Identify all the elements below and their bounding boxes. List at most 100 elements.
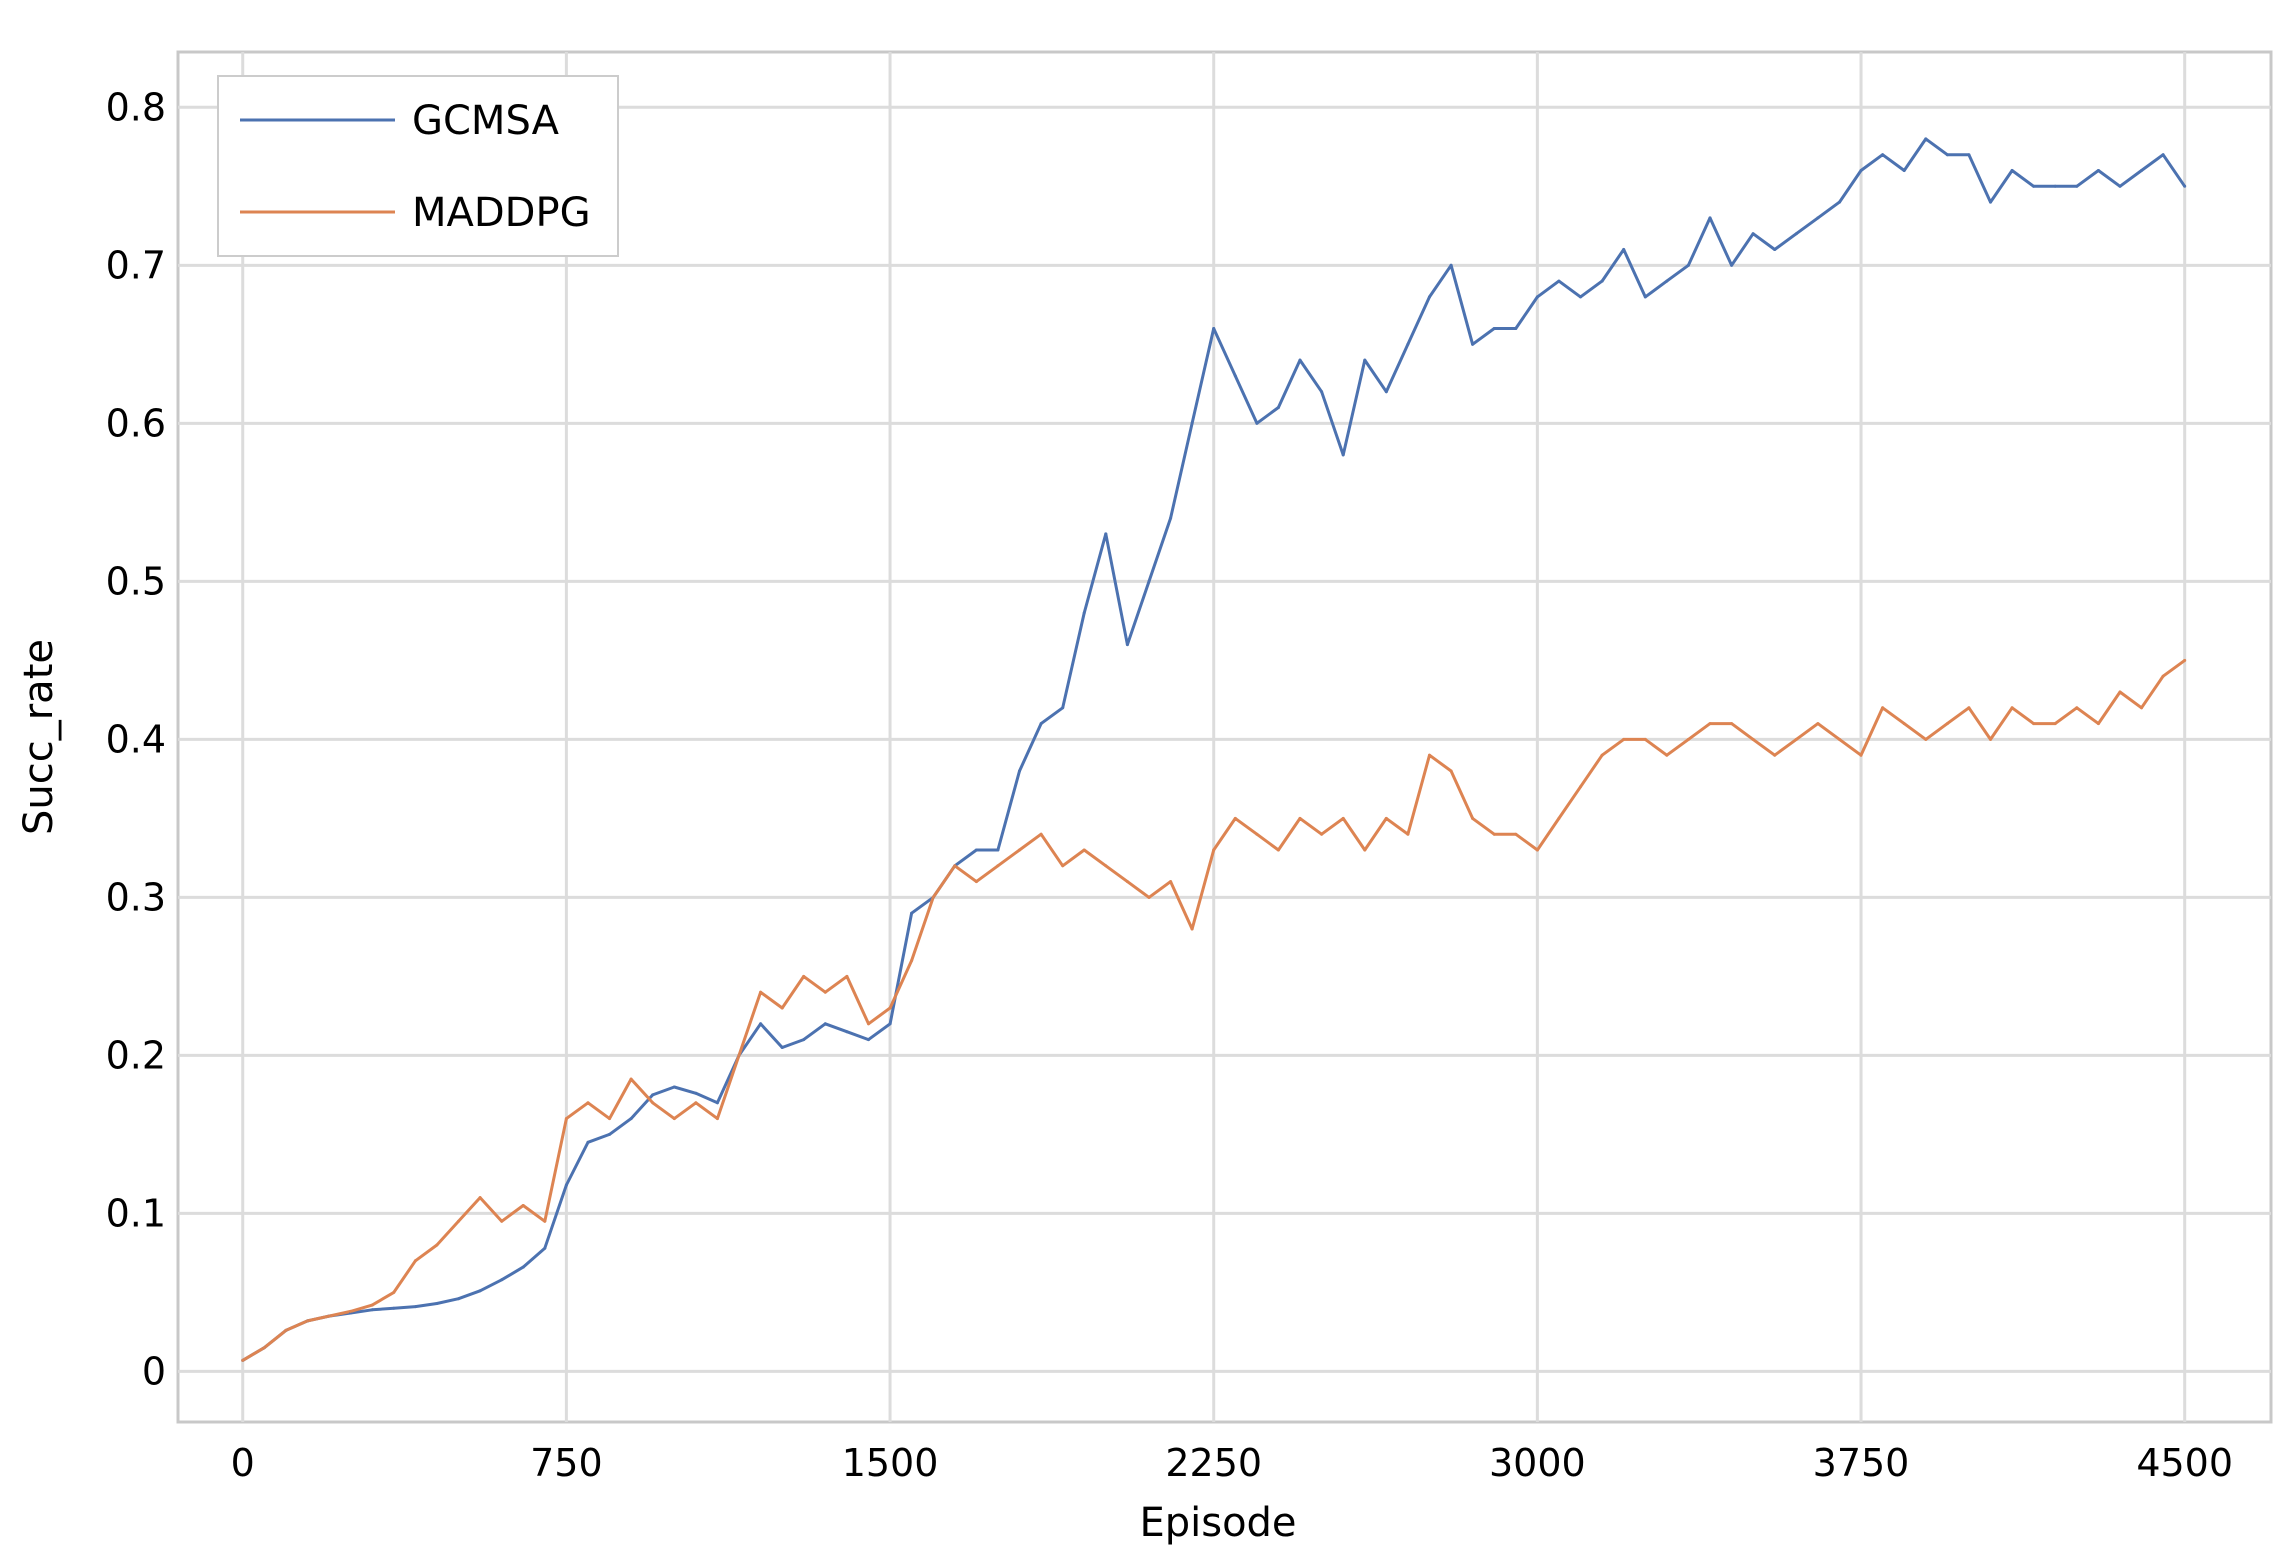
data-point-gcmsa bbox=[1902, 169, 1906, 172]
data-point-maddpg bbox=[1535, 848, 1539, 852]
data-point-gcmsa bbox=[1449, 263, 1453, 267]
data-point-maddpg bbox=[2183, 658, 2187, 662]
y-tick-label: 0.2 bbox=[106, 1033, 166, 1077]
y-tick-label: 0.6 bbox=[106, 401, 166, 445]
data-point-maddpg bbox=[1665, 753, 1669, 757]
data-point-maddpg bbox=[1449, 769, 1453, 773]
data-point-maddpg bbox=[1557, 816, 1561, 820]
y-tick-label: 0.4 bbox=[106, 717, 166, 761]
data-point-gcmsa bbox=[2075, 184, 2079, 188]
data-point-gcmsa bbox=[1406, 342, 1410, 346]
data-point-maddpg bbox=[1492, 832, 1496, 836]
data-point-gcmsa bbox=[1341, 453, 1345, 457]
legend-label-gcmsa: GCMSA bbox=[412, 98, 560, 144]
data-point-gcmsa bbox=[1061, 706, 1065, 710]
data-point-maddpg bbox=[1967, 706, 1971, 710]
data-point-maddpg bbox=[1169, 880, 1173, 884]
data-point-maddpg bbox=[996, 864, 1000, 868]
data-point-maddpg bbox=[672, 1117, 676, 1121]
data-point-maddpg bbox=[931, 895, 935, 899]
data-point-maddpg bbox=[694, 1101, 698, 1105]
data-point-maddpg bbox=[715, 1117, 719, 1121]
data-point-maddpg bbox=[1989, 737, 1992, 741]
data-point-gcmsa bbox=[1686, 263, 1690, 267]
data-point-gcmsa bbox=[996, 848, 1000, 852]
data-point-gcmsa bbox=[823, 1022, 827, 1026]
data-point-gcmsa bbox=[1945, 153, 1949, 157]
data-point-maddpg bbox=[1751, 737, 1755, 741]
data-point-gcmsa bbox=[1924, 137, 1928, 141]
data-point-maddpg bbox=[1018, 848, 1021, 852]
data-point-maddpg bbox=[262, 1346, 266, 1350]
data-point-maddpg bbox=[241, 1358, 245, 1362]
data-point-gcmsa bbox=[1579, 295, 1582, 299]
data-point-maddpg bbox=[888, 1006, 892, 1010]
data-point-gcmsa bbox=[1363, 358, 1367, 362]
data-point-gcmsa bbox=[1039, 722, 1043, 726]
data-point-maddpg bbox=[1341, 816, 1345, 820]
data-point-maddpg bbox=[1471, 816, 1475, 820]
data-point-maddpg bbox=[349, 1309, 353, 1313]
data-point-gcmsa bbox=[1233, 374, 1237, 378]
data-point-maddpg bbox=[608, 1117, 611, 1121]
data-point-maddpg bbox=[867, 1022, 870, 1026]
y-tick-label: 0.3 bbox=[106, 875, 166, 919]
data-point-maddpg bbox=[845, 974, 849, 978]
y-tick-label: 0.5 bbox=[106, 559, 166, 603]
data-point-gcmsa bbox=[780, 1046, 784, 1049]
data-point-maddpg bbox=[1600, 753, 1604, 757]
data-point-maddpg bbox=[1708, 722, 1712, 726]
data-point-gcmsa bbox=[1535, 295, 1539, 299]
data-point-gcmsa bbox=[1384, 390, 1388, 394]
data-point-gcmsa bbox=[543, 1246, 547, 1250]
data-point-maddpg bbox=[478, 1196, 482, 1200]
data-point-maddpg bbox=[823, 990, 827, 994]
data-point-gcmsa bbox=[802, 1038, 806, 1042]
data-point-maddpg bbox=[2053, 722, 2057, 726]
data-point-gcmsa bbox=[1557, 279, 1561, 283]
data-point-maddpg bbox=[2032, 722, 2036, 726]
data-point-maddpg bbox=[457, 1219, 460, 1223]
data-point-gcmsa bbox=[1255, 421, 1259, 425]
data-point-gcmsa bbox=[1794, 232, 1798, 236]
data-point-gcmsa bbox=[1320, 390, 1324, 394]
data-point-maddpg bbox=[1838, 737, 1841, 741]
legend-box bbox=[217, 75, 619, 257]
series-group bbox=[241, 137, 2187, 1362]
data-point-gcmsa bbox=[1428, 295, 1431, 299]
data-point-maddpg bbox=[1643, 737, 1647, 741]
data-point-maddpg bbox=[1320, 832, 1324, 836]
x-axis-label: Episode bbox=[1139, 1500, 1296, 1546]
data-point-maddpg bbox=[306, 1319, 309, 1323]
data-point-maddpg bbox=[1363, 848, 1367, 852]
data-point-gcmsa bbox=[1600, 279, 1604, 283]
data-point-gcmsa bbox=[370, 1308, 374, 1312]
data-point-maddpg bbox=[2161, 674, 2165, 678]
data-point-maddpg bbox=[543, 1219, 547, 1223]
data-point-maddpg bbox=[1039, 832, 1043, 836]
data-point-gcmsa bbox=[1967, 153, 1971, 157]
data-point-gcmsa bbox=[2118, 184, 2122, 188]
data-point-gcmsa bbox=[1816, 216, 1820, 220]
data-point-gcmsa bbox=[715, 1101, 719, 1105]
data-point-maddpg bbox=[1622, 737, 1626, 741]
data-point-gcmsa bbox=[2140, 169, 2143, 172]
data-point-maddpg bbox=[629, 1077, 633, 1081]
data-point-maddpg bbox=[327, 1314, 331, 1318]
data-point-maddpg bbox=[1082, 848, 1086, 852]
data-point-maddpg bbox=[1514, 832, 1518, 836]
data-point-gcmsa bbox=[1082, 611, 1086, 615]
data-point-maddpg bbox=[1233, 816, 1237, 820]
data-point-gcmsa bbox=[1859, 169, 1863, 172]
data-point-maddpg bbox=[521, 1204, 525, 1207]
data-point-maddpg bbox=[780, 1006, 784, 1010]
data-point-gcmsa bbox=[457, 1297, 460, 1301]
data-point-gcmsa bbox=[1190, 421, 1194, 425]
data-point-maddpg bbox=[2140, 706, 2143, 710]
data-point-maddpg bbox=[1730, 722, 1734, 726]
data-point-maddpg bbox=[1104, 864, 1108, 868]
data-point-maddpg bbox=[910, 959, 914, 963]
data-point-gcmsa bbox=[1492, 327, 1496, 330]
data-point-maddpg bbox=[586, 1101, 590, 1105]
